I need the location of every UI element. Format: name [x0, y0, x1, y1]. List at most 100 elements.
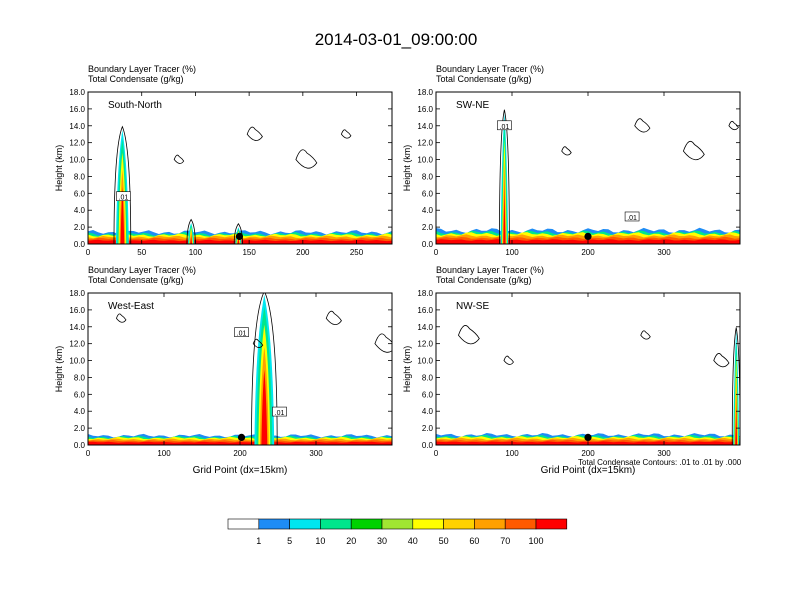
condensate-contour — [374, 333, 392, 353]
y-tick-label: 0.0 — [74, 240, 86, 249]
panel-frame — [435, 292, 741, 446]
condensate-contour — [173, 154, 185, 164]
x-tick-label: 0 — [86, 248, 91, 257]
site-marker — [237, 433, 246, 441]
x-tick-label: 300 — [657, 449, 671, 458]
y-tick-label: 12.0 — [417, 139, 433, 148]
panel-header-condensate: Total Condensate (g/kg) — [436, 275, 532, 285]
condensate-contour — [728, 120, 739, 131]
condensate-contour — [640, 330, 651, 340]
y-tick-label: 10.0 — [417, 156, 433, 165]
y-tick-label: 8.0 — [422, 172, 434, 181]
x-tick-label: 100 — [157, 449, 171, 458]
x-tick-label: 200 — [296, 248, 310, 257]
plume-0 — [735, 388, 738, 445]
tracer-field — [436, 109, 740, 244]
panel-frame — [87, 91, 393, 245]
y-tick-label: 6.0 — [74, 390, 86, 399]
condensate-contour — [325, 310, 342, 325]
condensate-contour — [499, 109, 510, 244]
x-tick-label: 50 — [137, 248, 146, 257]
panel-frame — [435, 91, 741, 245]
y-tick-label: 6.0 — [74, 189, 86, 198]
plume-0 — [503, 178, 506, 244]
colorbar-swatch — [412, 518, 444, 530]
x-tick-label: 100 — [505, 248, 519, 257]
contour-note: Total Condensate Contours: .01 to .01 by… — [578, 458, 742, 467]
tracer-field — [88, 293, 392, 445]
y-tick-label: 8.0 — [74, 172, 86, 181]
contour-label: .01 — [627, 215, 637, 222]
contour-label: .01 — [237, 331, 247, 338]
condensate-contour — [634, 118, 651, 133]
colorbar-label: 20 — [346, 536, 356, 546]
y-tick-label: 0.0 — [422, 441, 434, 450]
contour-label: .01 — [119, 195, 129, 202]
panel-header-condensate: Total Condensate (g/kg) — [436, 74, 532, 84]
contour-label: .01 — [500, 124, 510, 131]
y-tick-label: 12.0 — [69, 340, 85, 349]
colorbar-swatch — [258, 518, 290, 530]
panel-south-north: Boundary Layer Tracer (%)Total Condensat… — [54, 64, 393, 257]
condensate-contour — [252, 338, 264, 348]
plume-1 — [190, 233, 193, 244]
y-tick-label: 18.0 — [417, 88, 433, 97]
panel-label: West-East — [108, 301, 154, 312]
y-tick-label: 16.0 — [417, 306, 433, 315]
tracer-field — [436, 325, 740, 445]
plume-0 — [120, 187, 125, 244]
y-tick-label: 16.0 — [69, 306, 85, 315]
colorbar: 1 5 10 20 30 40 50 60 70 100 — [227, 518, 568, 546]
y-tick-label: 12.0 — [417, 340, 433, 349]
x-tick-label: 200 — [581, 449, 595, 458]
colorbar-swatch — [381, 518, 414, 530]
y-axis-label: Height (km) — [402, 346, 412, 393]
panel-header-tracer: Boundary Layer Tracer (%) — [88, 64, 196, 74]
condensate-contour — [682, 140, 705, 161]
y-tick-label: 16.0 — [69, 105, 85, 114]
colorbar-label: 30 — [377, 536, 387, 546]
y-axis-label: Height (km) — [54, 346, 64, 393]
x-axis-label: Grid Point (dx=15km) — [193, 465, 288, 476]
condensate-contour — [561, 146, 572, 156]
panel-nw-se: Boundary Layer Tracer (%)Total Condensat… — [402, 265, 741, 476]
colorbar-label: 100 — [528, 536, 543, 546]
y-tick-label: 18.0 — [69, 88, 85, 97]
x-tick-label: 100 — [189, 248, 203, 257]
contour-label-box — [497, 120, 512, 131]
x-tick-label: 300 — [657, 248, 671, 257]
condensate-contour — [340, 129, 352, 139]
panel-label: South-North — [108, 100, 162, 111]
figure-title: 2014-03-01_09:00:00 — [314, 30, 478, 49]
y-tick-label: 2.0 — [74, 223, 86, 232]
y-tick-label: 4.0 — [74, 206, 86, 215]
y-tick-label: 8.0 — [422, 373, 434, 382]
y-tick-label: 4.0 — [74, 407, 86, 416]
y-tick-label: 8.0 — [74, 373, 86, 382]
contour-label: .01 — [275, 410, 285, 417]
y-tick-label: 18.0 — [69, 289, 85, 298]
panel-frame — [87, 292, 393, 446]
colorbar-label: 60 — [469, 536, 479, 546]
y-tick-label: 12.0 — [69, 139, 85, 148]
tracer-field — [88, 125, 392, 244]
y-axis-label: Height (km) — [54, 145, 64, 192]
y-axis-label: Height (km) — [402, 145, 412, 192]
x-tick-label: 250 — [350, 248, 364, 257]
y-tick-label: 2.0 — [422, 424, 434, 433]
colorbar-swatch — [289, 518, 321, 530]
site-marker — [235, 232, 244, 240]
contour-label-box — [234, 327, 249, 337]
colorbar-label: 1 — [256, 536, 261, 546]
panel-header-condensate: Total Condensate (g/kg) — [88, 74, 184, 84]
x-tick-label: 0 — [86, 449, 91, 458]
x-tick-label: 0 — [434, 449, 439, 458]
y-tick-label: 0.0 — [74, 441, 86, 450]
condensate-contour — [115, 313, 127, 323]
y-tick-label: 6.0 — [422, 189, 434, 198]
colorbar-swatch — [474, 518, 506, 530]
colorbar-swatch — [535, 518, 568, 530]
y-tick-label: 14.0 — [69, 323, 85, 332]
panel-west-east: Boundary Layer Tracer (%)Total Condensat… — [54, 265, 393, 476]
